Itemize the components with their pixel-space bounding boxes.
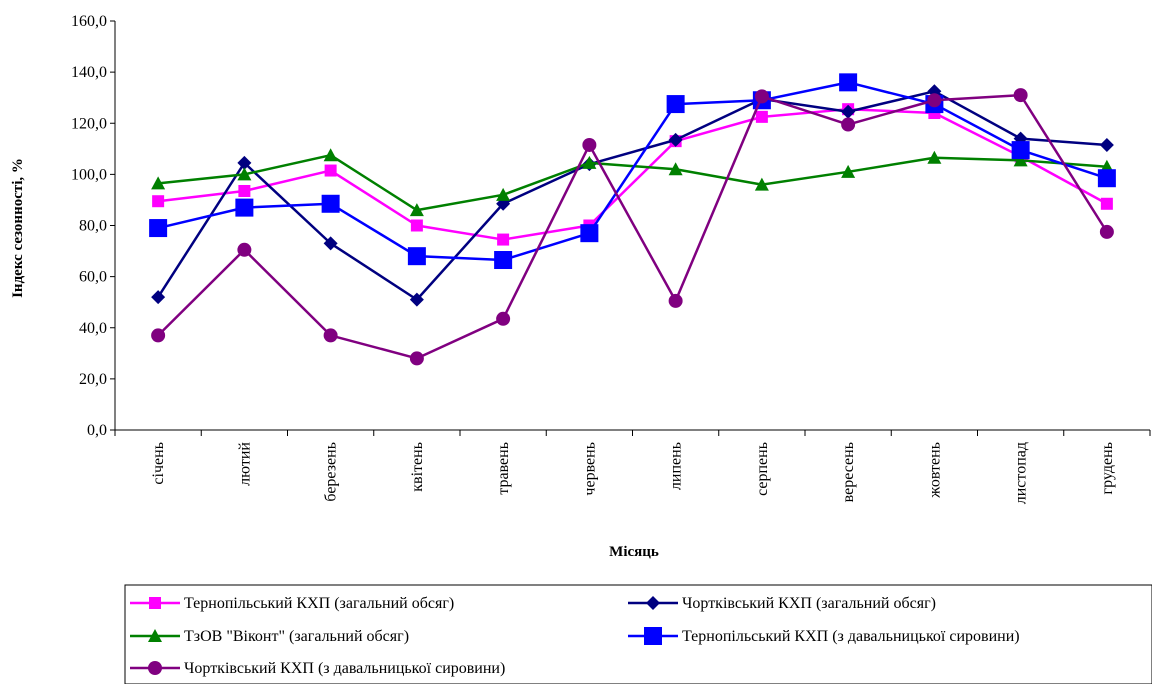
data-point [1099, 224, 1114, 239]
data-point [151, 176, 166, 190]
x-tick-label: січень [150, 442, 167, 485]
y-tick-label: 80,0 [79, 218, 107, 235]
y-tick-label: 140,0 [71, 64, 107, 81]
series-line [157, 81, 1108, 262]
legend-entry: Чортківський КХП (з давальницької сирови… [130, 660, 505, 677]
data-point [1013, 153, 1028, 167]
series-5 [151, 88, 1114, 366]
y-tick-label: 120,0 [71, 115, 107, 132]
data-point [409, 351, 424, 366]
y-tick-label: 0,0 [87, 422, 107, 439]
series-line [157, 90, 1107, 301]
data-point [668, 293, 683, 308]
x-tick-label: липень [668, 442, 685, 490]
series-2 [151, 84, 1114, 307]
data-point [323, 236, 338, 251]
x-tick-label: березень [323, 442, 340, 502]
data-point [148, 629, 162, 642]
data-point [409, 292, 424, 307]
data-point [754, 89, 769, 104]
y-tick-label: 60,0 [79, 269, 107, 286]
data-point [407, 247, 426, 266]
x-axis-ticks: січень лютий березень квітень травень червень… [114, 430, 1151, 504]
data-point [646, 596, 660, 610]
data-point [323, 148, 338, 162]
legend-box [124, 584, 1152, 684]
x-tick-label: вересень [840, 442, 857, 502]
data-point [1099, 137, 1114, 152]
y-tick-label: 160,0 [71, 13, 107, 30]
legend-label: Тернопільський КХП (загальний обсяг) [184, 595, 454, 612]
x-tick-label: червень [581, 442, 598, 496]
series-4 [149, 73, 1116, 270]
data-point [582, 155, 597, 169]
data-point [496, 311, 511, 326]
data-point [841, 117, 856, 132]
legend-entry: Тернопільський КХП (загальний обсяг) [130, 595, 454, 612]
y-axis-label: Індекс сезонності, % [10, 158, 26, 298]
data-point [1097, 169, 1116, 188]
data-point [841, 104, 856, 119]
x-tick-label: жовтень [926, 442, 943, 499]
legend-label: ТзОВ "Віконт" (загальний обсяг) [184, 628, 409, 645]
legend: Тернопільський КХП (загальний обсяг) Чорт… [124, 584, 1152, 684]
x-axis-label: Місяць [609, 544, 659, 560]
data-point [324, 164, 337, 177]
data-point [237, 167, 252, 181]
data-point [151, 290, 166, 305]
x-tick-label: лютий [236, 442, 253, 486]
legend-entry: ТзОВ "Віконт" (загальний обсяг) [130, 628, 409, 645]
data-point [238, 184, 251, 197]
data-point [149, 219, 168, 238]
data-point [754, 177, 769, 191]
legend-entry: Тернопільський КХП (з давальницької сиро… [628, 627, 1020, 645]
y-tick-label: 20,0 [79, 371, 107, 388]
data-point [841, 164, 856, 178]
data-point [149, 597, 161, 609]
legend-label: Чортківський КХП (з давальницької сирови… [184, 660, 505, 677]
data-point [668, 162, 683, 176]
data-point [323, 328, 338, 343]
data-point [1011, 141, 1030, 160]
data-point [235, 198, 254, 217]
x-tick-label: серпень [754, 442, 771, 496]
legend-label: Тернопільський КХП (з давальницької сиро… [682, 628, 1020, 645]
series-line [157, 153, 1107, 212]
series-line [157, 93, 1108, 360]
data-point [839, 73, 858, 92]
data-point [237, 242, 252, 257]
data-point [927, 93, 942, 108]
data-point [580, 224, 599, 243]
data-point [237, 155, 252, 170]
x-tick-label: грудень [1099, 442, 1116, 494]
data-point [582, 137, 597, 152]
data-point [927, 150, 942, 164]
data-point [148, 661, 162, 675]
data-point [151, 328, 166, 343]
data-point [666, 95, 685, 114]
data-point [644, 627, 662, 645]
data-point [409, 203, 424, 217]
data-point [321, 194, 340, 213]
series-line [157, 107, 1108, 241]
x-tick-label: квітень [409, 442, 426, 492]
y-tick-label: 40,0 [79, 320, 107, 337]
legend-label: Чортківський КХП (загальний обсяг) [682, 595, 936, 612]
data-point [496, 187, 511, 201]
data-point [1100, 197, 1113, 210]
x-tick-label: травень [495, 442, 512, 495]
series-layer [149, 73, 1116, 366]
x-tick-label: листопад [1013, 442, 1030, 504]
data-point [152, 195, 165, 208]
data-point [755, 110, 768, 123]
data-point [1013, 88, 1028, 103]
data-point [497, 233, 510, 246]
y-tick-label: 100,0 [71, 166, 107, 183]
legend-entry: Чортківський КХП (загальний обсяг) [628, 595, 936, 612]
y-axis-ticks: 0,0 20,0 40,0 60,0 80,0 100,0 120,0 140,0 160,0 [71, 13, 115, 439]
data-point [494, 251, 513, 270]
data-point [410, 219, 423, 232]
data-point [668, 132, 683, 147]
